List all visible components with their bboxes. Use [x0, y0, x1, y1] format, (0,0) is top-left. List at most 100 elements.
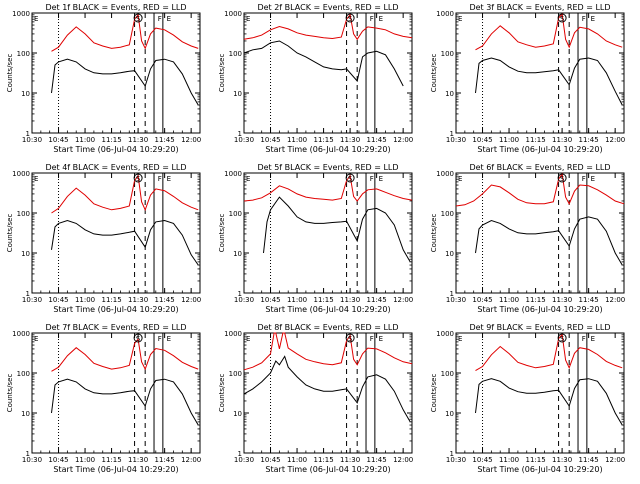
x-tick-label: 10:45: [260, 296, 280, 304]
x-tick-label: 10:45: [48, 136, 68, 144]
x-tick-label: 12:00: [605, 296, 625, 304]
series-line-events: [51, 219, 199, 266]
x-tick-label: 11:00: [287, 136, 307, 144]
x-tick-label: 11:30: [552, 456, 572, 464]
x-axis-label: Start Time (06-Jul-04 10:29:20): [53, 305, 178, 314]
y-tick-label: 10: [21, 90, 30, 98]
series-line-lld: [51, 338, 199, 372]
x-tick-label: 10:30: [22, 136, 42, 144]
chart-panel-det-2f: Det 2f BLACK = Events, RED = LLD 1 10 100 10…: [218, 3, 413, 154]
marker-circle-S: [133, 173, 143, 183]
y-tick-label: 1: [26, 290, 30, 298]
y-tick-label: 100: [17, 210, 30, 218]
x-tick-label: 11:45: [155, 136, 175, 144]
marker-label-E-start: E: [246, 15, 250, 23]
x-tick-label: 11:00: [75, 456, 95, 464]
plot-frame: [455, 332, 625, 454]
x-tick-label: 12:00: [605, 136, 625, 144]
marker-label-E-start: E: [34, 335, 38, 343]
y-tick-label: 1: [450, 130, 454, 138]
x-tick-label: 11:15: [313, 296, 333, 304]
chart-title: Det 5f BLACK = Events, RED = LLD: [257, 163, 398, 172]
x-axis-label: Start Time (06-Jul-04 10:29:20): [53, 145, 178, 154]
marker-label-E-start: E: [34, 175, 38, 183]
marker-label-S: S: [136, 335, 141, 343]
chart-panel-det-8f: Det 8f BLACK = Events, RED = LLD 1 10 100 10…: [218, 323, 413, 474]
marker-label-S: S: [560, 335, 565, 343]
y-tick-label: 10: [233, 90, 242, 98]
y-tick-label: 100: [441, 210, 454, 218]
chart-title: Det 2f BLACK = Events, RED = LLD: [257, 3, 398, 12]
x-tick-label: 10:45: [48, 296, 68, 304]
x-tick-label: 11:15: [525, 296, 545, 304]
y-tick-label: 100: [229, 50, 242, 58]
x-tick-label: 12:00: [181, 296, 201, 304]
y-tick-label: 100: [441, 370, 454, 378]
x-tick-label: 11:15: [101, 296, 121, 304]
x-tick-label: 12:00: [181, 136, 201, 144]
series-line-events: [263, 196, 411, 263]
marker-label-S: S: [136, 15, 141, 23]
x-axis-label: Start Time (06-Jul-04 10:29:20): [265, 305, 390, 314]
marker-label-E: E: [379, 335, 383, 343]
marker-circle-S: [557, 173, 567, 183]
series-line-lld: [455, 172, 625, 207]
x-tick-label: 11:00: [75, 136, 95, 144]
x-axis-label: Start Time (06-Jul-04 10:29:20): [53, 465, 178, 474]
x-tick-label: 11:00: [287, 456, 307, 464]
x-tick-label: 10:30: [22, 456, 42, 464]
x-axis-label: Start Time (06-Jul-04 10:29:20): [477, 465, 602, 474]
x-tick-label: 11:30: [340, 296, 360, 304]
chart-panel-det-4f: Det 4f BLACK = Events, RED = LLD 1 10 100 10…: [6, 163, 201, 314]
y-tick-label: 1000: [436, 330, 454, 338]
series-line-lld: [243, 332, 413, 371]
marker-label-F: F: [582, 335, 586, 343]
chart-title: Det 3f BLACK = Events, RED = LLD: [469, 3, 610, 12]
y-tick-label: 1000: [224, 10, 242, 18]
x-tick-label: 11:45: [155, 296, 175, 304]
x-tick-label: 11:00: [287, 296, 307, 304]
chart-panel-det-5f: Det 5f BLACK = Events, RED = LLD 1 10 100 10…: [218, 163, 413, 314]
x-tick-label: 10:30: [234, 136, 254, 144]
y-tick-label: 1: [450, 290, 454, 298]
series-line-lld: [51, 174, 199, 214]
x-tick-label: 11:30: [340, 456, 360, 464]
y-tick-label: 100: [229, 210, 242, 218]
series-line-events: [475, 378, 623, 426]
chart-panel-det-3f: Det 3f BLACK = Events, RED = LLD 1 10 100 10…: [430, 3, 625, 154]
x-tick-label: 12:00: [181, 456, 201, 464]
x-tick-label: 11:45: [579, 136, 599, 144]
x-tick-label: 10:30: [446, 296, 466, 304]
y-tick-label: 1000: [436, 170, 454, 178]
marker-label-F: F: [370, 15, 374, 23]
series-line-lld: [475, 12, 623, 51]
marker-circle-S: [133, 333, 143, 343]
y-tick-label: 1000: [12, 10, 30, 18]
series-line-lld: [51, 13, 199, 52]
marker-circle-S: [345, 333, 355, 343]
x-axis-label: Start Time (06-Jul-04 10:29:20): [477, 145, 602, 154]
x-tick-label: 12:00: [393, 296, 413, 304]
y-tick-label: 1: [26, 450, 30, 458]
y-axis-label: Counts/sec: [218, 214, 226, 253]
plot-frame: [31, 332, 201, 454]
x-axis-label: Start Time (06-Jul-04 10:29:20): [477, 305, 602, 314]
x-tick-label: 12:00: [393, 456, 413, 464]
x-tick-label: 11:45: [367, 296, 387, 304]
y-tick-label: 1: [238, 130, 242, 138]
plot-frame: [455, 12, 625, 134]
y-tick-label: 10: [233, 410, 242, 418]
x-tick-label: 11:15: [313, 456, 333, 464]
x-tick-label: 11:30: [128, 456, 148, 464]
x-tick-label: 12:00: [393, 136, 413, 144]
marker-label-E: E: [379, 15, 383, 23]
series-line-events: [51, 378, 199, 426]
y-axis-label: Counts/sec: [430, 54, 438, 93]
x-axis-label: Start Time (06-Jul-04 10:29:20): [265, 145, 390, 154]
marker-label-E: E: [167, 335, 171, 343]
chart-title: Det 6f BLACK = Events, RED = LLD: [469, 163, 610, 172]
chart-title: Det 4f BLACK = Events, RED = LLD: [45, 163, 186, 172]
x-tick-label: 10:45: [260, 136, 280, 144]
chart-panel-det-1f: Det 1f BLACK = Events, RED = LLD 1 10 100 10…: [6, 3, 201, 154]
x-tick-label: 11:15: [313, 136, 333, 144]
